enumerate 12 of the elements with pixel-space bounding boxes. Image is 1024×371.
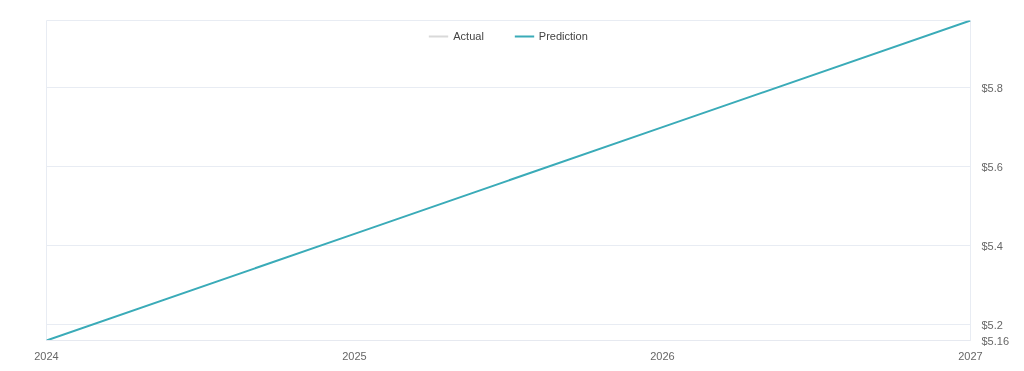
- y-tick-label: $5.16: [981, 334, 1010, 347]
- legend-label: Prediction: [538, 30, 588, 42]
- y-tick-label: $5.8: [981, 81, 1003, 94]
- line-series: [46, 20, 971, 341]
- y-tick-label: $5.4: [981, 239, 1003, 252]
- legend-label: Actual: [453, 30, 484, 42]
- y-tick-label: $5.2: [981, 318, 1003, 331]
- y-tick-label: $5.6: [981, 160, 1003, 173]
- x-tick-label: 2024: [34, 349, 59, 362]
- x-tick-label: 2026: [650, 349, 675, 362]
- x-tick-label: 2025: [342, 349, 367, 362]
- x-tick-label: 2027: [958, 349, 983, 362]
